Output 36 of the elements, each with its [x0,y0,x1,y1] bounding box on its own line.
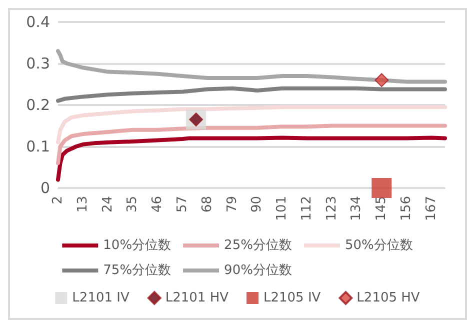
point [372,178,392,198]
x-tick-label: 35 [125,196,140,213]
legend-label: 90%分位数 [224,263,292,278]
x-tick-label: 79 [224,196,240,213]
y-tick-label: 0.3 [26,54,50,72]
x-tick-label: 167 [424,196,439,221]
point [374,73,389,88]
y-tick-label: 0.1 [26,138,50,156]
x-tick-label: 123 [324,196,340,221]
x-tick-label: 68 [200,196,215,213]
legend-label: 50%分位数 [344,238,413,253]
line-series [56,124,447,166]
y-tick-label: 0.2 [26,96,50,114]
legend-label: L2105 IV [264,290,321,306]
x-tick-label: 2 [50,196,66,204]
legend-label: 75%分位数 [103,263,172,278]
x-tick-label: 57 [174,196,190,213]
x-tick-label: 24 [100,196,116,213]
y-tick-label: 0 [40,179,50,197]
x-tick-label: 90 [250,196,265,213]
line-series [56,86,447,103]
legend-label: L2101 IV [72,290,130,306]
x-tick-label: 134 [349,196,364,221]
line-series [56,105,447,144]
x-tick-label: 101 [274,196,290,221]
legend-label: 25%分位数 [224,238,292,253]
x-tick-label: 145 [374,196,390,221]
line-series [56,136,447,182]
legend-label: L2101 HV [165,290,229,306]
y-tick-label: 0.4 [26,13,50,31]
legend-label: L2105 HV [356,290,420,306]
x-tick-label: 112 [299,196,314,221]
x-tick-label: 13 [75,196,90,213]
legend-label: 10%分位数 [103,238,172,253]
x-tick-label: 156 [399,196,414,221]
x-tick-label: 46 [150,196,166,213]
